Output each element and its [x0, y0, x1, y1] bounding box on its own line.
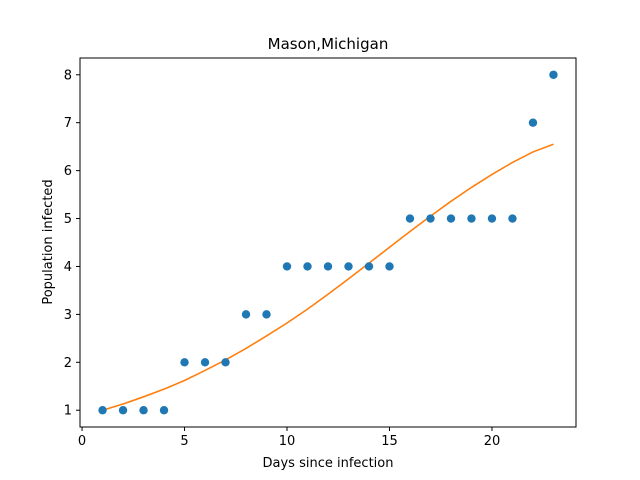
- y-tick-label: 3: [64, 308, 72, 323]
- x-tick-label: 10: [279, 434, 296, 449]
- y-tick-label: 7: [64, 116, 72, 131]
- chart-title: Mason,Michigan: [268, 35, 389, 53]
- y-tick-label: 8: [64, 68, 72, 83]
- data-point: [385, 262, 394, 271]
- fit-line: [102, 143, 554, 411]
- data-point: [549, 70, 558, 79]
- y-axis-label: Population infected: [41, 179, 56, 304]
- y-tick-label: 2: [64, 356, 72, 371]
- y-tick-label: 6: [64, 164, 72, 179]
- data-point: [508, 214, 517, 223]
- data-point: [405, 214, 415, 223]
- data-point: [159, 406, 169, 415]
- y-tick-label: 4: [64, 260, 72, 275]
- x-tick-label: 0: [78, 434, 86, 449]
- data-point: [241, 310, 251, 319]
- data-point: [426, 214, 435, 223]
- x-tick-label: 15: [381, 434, 398, 449]
- data-point: [323, 262, 333, 271]
- x-axis-label: Days since infection: [263, 456, 394, 471]
- plot-area: [79, 57, 577, 428]
- data-point: [446, 214, 456, 223]
- data-point: [364, 262, 374, 271]
- x-tick-label: 20: [484, 434, 501, 449]
- data-point: [118, 406, 128, 415]
- fit-line-layer: [102, 143, 554, 411]
- data-point: [528, 118, 538, 127]
- y-tick-label: 5: [64, 212, 72, 227]
- data-point: [303, 262, 312, 271]
- data-point: [139, 406, 148, 415]
- data-point: [200, 358, 210, 367]
- data-point: [180, 358, 189, 367]
- data-point: [467, 214, 476, 223]
- data-point: [344, 262, 353, 271]
- y-tick-label: 1: [64, 404, 72, 419]
- data-point: [98, 406, 107, 415]
- data-point: [487, 214, 497, 223]
- data-point: [262, 310, 271, 319]
- x-tick-label: 5: [180, 434, 188, 449]
- x-ticks: 0 5 10 15 20: [78, 427, 500, 449]
- data-points-layer: [98, 70, 558, 415]
- y-ticks: 1 2 3 4 5 6 7 8: [64, 68, 80, 419]
- data-point: [282, 262, 292, 271]
- data-point: [221, 358, 230, 367]
